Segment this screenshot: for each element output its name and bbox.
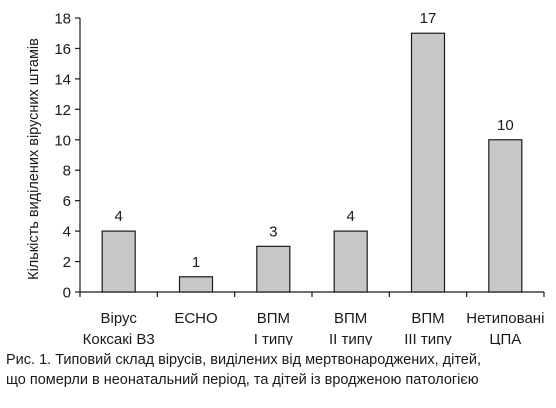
y-tick-label: 16 <box>54 41 71 58</box>
y-tick-label: 18 <box>54 11 71 28</box>
data-label: 3 <box>269 223 277 240</box>
category-label: ВПМ <box>411 310 444 327</box>
y-tick-label: 6 <box>63 193 71 210</box>
category-label: Нетиповані <box>466 310 544 327</box>
data-label: 1 <box>192 254 200 271</box>
axes <box>75 17 545 297</box>
category-label: I типу <box>254 331 294 345</box>
category-label: ECHO <box>174 310 217 327</box>
category-label: Коксакі В3 <box>83 331 155 345</box>
y-tick-label: 12 <box>54 102 71 119</box>
y-axis-title: Кількість виділених вірусних штамів <box>26 38 42 280</box>
category-label: ЦПА <box>489 331 521 345</box>
data-label: 17 <box>420 10 437 27</box>
data-label: 4 <box>346 208 354 225</box>
category-label: ВПМ <box>257 310 290 327</box>
category-label: III типу <box>404 331 452 345</box>
bar <box>488 139 523 293</box>
category-label: ВПМ <box>334 310 367 327</box>
y-tick-label: 8 <box>63 163 71 180</box>
bar <box>333 230 368 293</box>
category-label: Вірус <box>100 310 137 327</box>
y-tick-label: 14 <box>54 71 71 88</box>
y-tick-label: 0 <box>63 285 71 302</box>
category-label: II типу <box>329 331 373 345</box>
bar <box>410 32 446 293</box>
caption-line-1: Рис. 1. Типовий склад вірусів, виділених… <box>6 352 481 368</box>
figure-caption: Рис. 1. Типовий склад вірусів, виділених… <box>6 350 552 390</box>
y-tick-label: 10 <box>54 132 71 149</box>
data-label: 4 <box>114 208 122 225</box>
bar <box>101 230 136 293</box>
bars <box>101 32 523 293</box>
bar <box>256 245 291 293</box>
data-label: 10 <box>497 117 514 134</box>
y-tick-label: 2 <box>63 254 71 271</box>
caption-line-2: що померли в неонатальний період, та діт… <box>6 372 479 388</box>
y-tick-label: 4 <box>63 224 71 241</box>
bar <box>178 276 214 293</box>
